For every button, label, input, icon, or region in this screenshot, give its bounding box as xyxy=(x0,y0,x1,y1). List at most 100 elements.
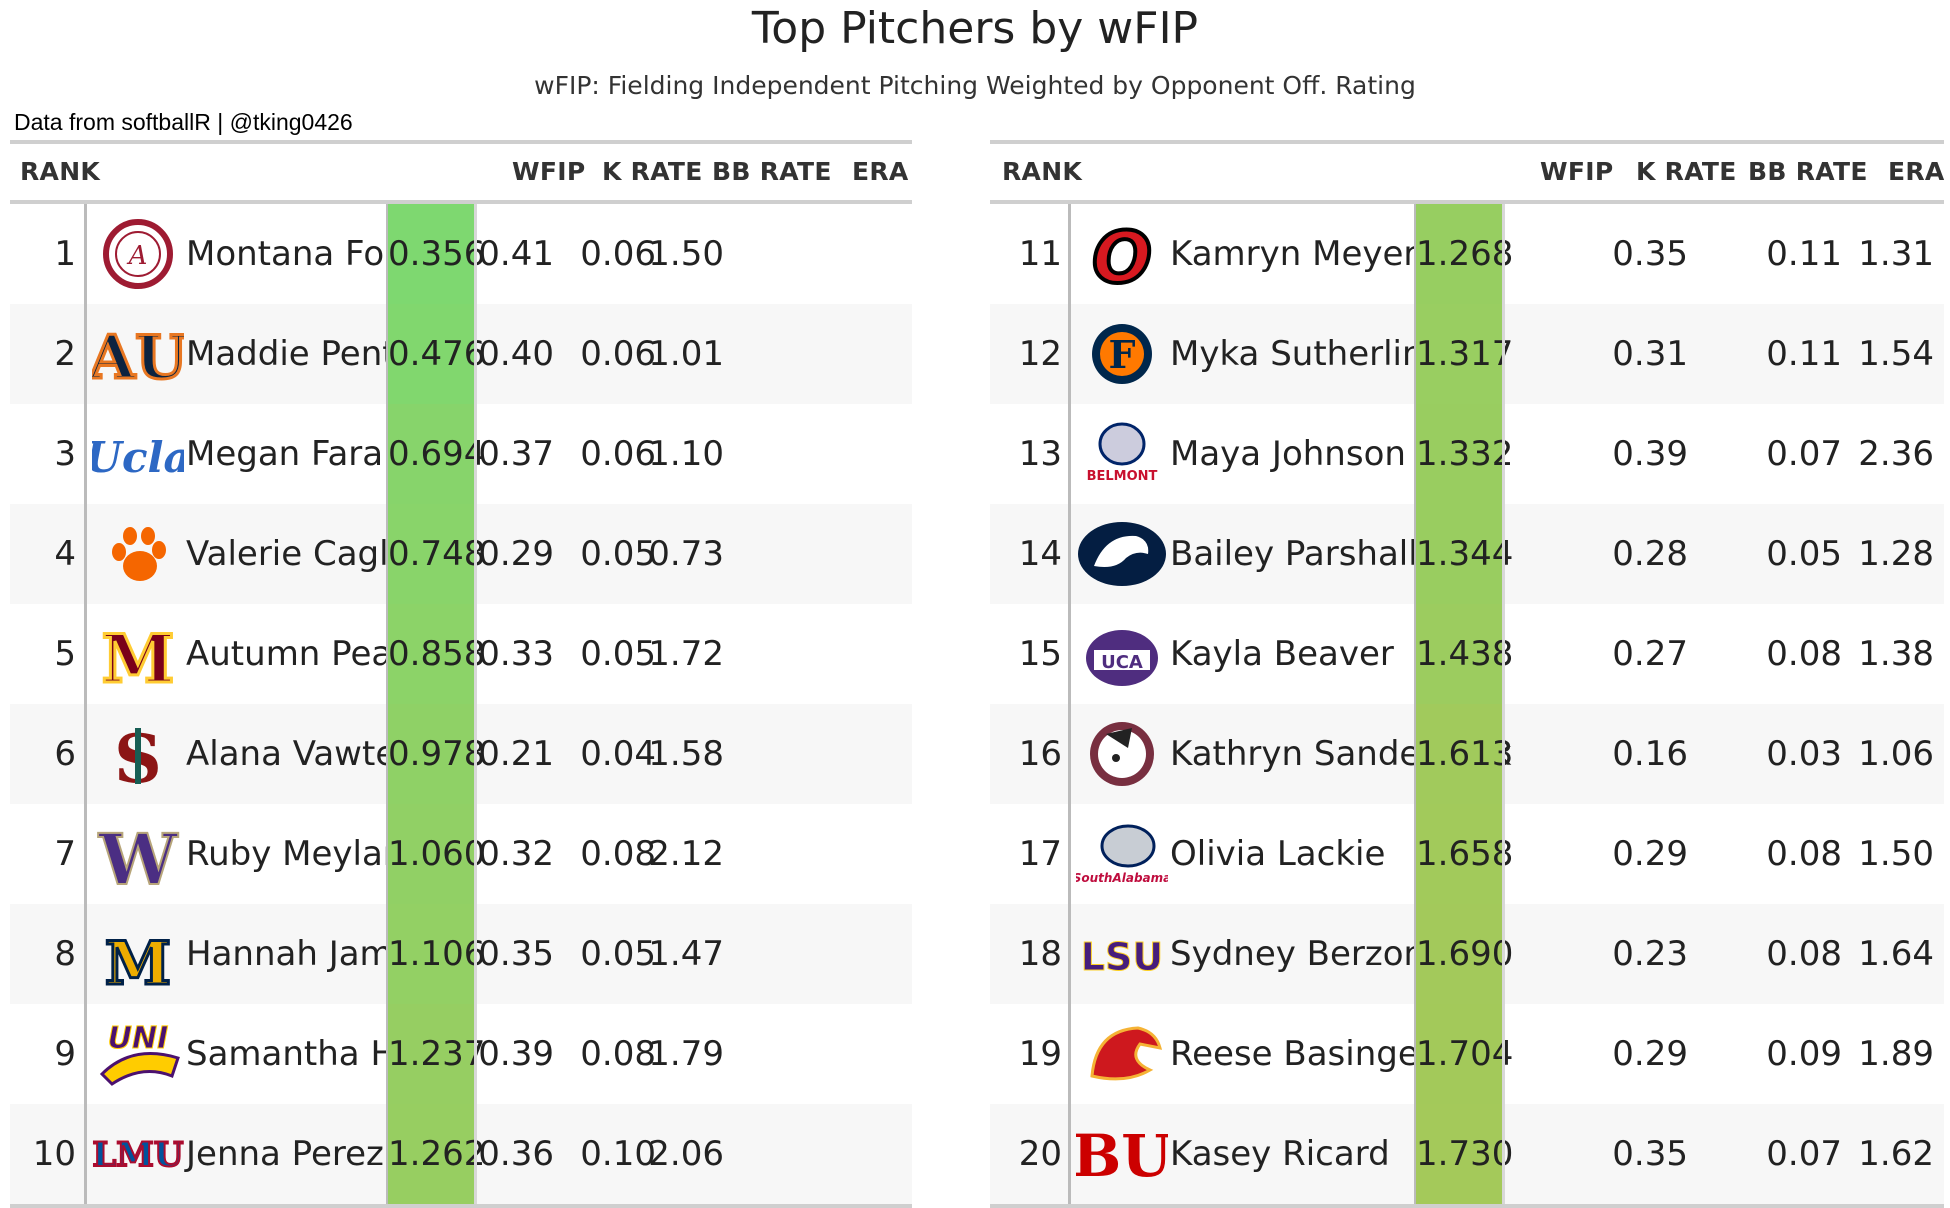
rank-cell: 15 xyxy=(1018,634,1062,674)
column-divider xyxy=(386,404,389,504)
player-name: Ruby Meylan xyxy=(186,834,405,874)
column-divider xyxy=(84,904,87,1004)
column-divider xyxy=(386,504,389,604)
player-name: Myka Sutherlin xyxy=(1170,334,1424,374)
era-cell: 1.01 xyxy=(648,334,724,374)
column-divider xyxy=(1068,304,1071,404)
column-divider xyxy=(1502,904,1505,1004)
wfip-cell: 0.748 xyxy=(388,504,485,604)
table-header: RANK WFIP K RATE BB RATE ERA xyxy=(990,144,1944,204)
bb-rate-cell: 0.07 xyxy=(1766,1134,1842,1174)
k-rate-cell: 0.35 xyxy=(1612,234,1688,274)
wfip-cell: 1.237 xyxy=(388,1004,485,1104)
wfip-cell: 0.858 xyxy=(388,604,485,704)
column-divider xyxy=(1414,404,1417,504)
table-row: 4 Valerie Cagle 0.748 0.29 0.05 0.73 xyxy=(10,504,912,604)
header-wfip: WFIP xyxy=(512,157,586,186)
bb-rate-cell: 0.08 xyxy=(580,834,656,874)
table-top-rule xyxy=(10,140,912,144)
column-divider xyxy=(474,1004,477,1104)
column-divider xyxy=(474,304,477,404)
wfip-cell: 1.704 xyxy=(1416,1004,1513,1104)
bb-rate-cell: 0.08 xyxy=(580,1034,656,1074)
boston-university-logo-icon: BU xyxy=(1076,1114,1168,1194)
rank-cell: 6 xyxy=(54,734,76,774)
era-cell: 1.28 xyxy=(1858,534,1934,574)
bb-rate-cell: 0.06 xyxy=(580,434,656,474)
bb-rate-cell: 0.08 xyxy=(1766,834,1842,874)
column-divider xyxy=(474,804,477,904)
column-divider xyxy=(1414,904,1417,1004)
column-divider xyxy=(1414,204,1417,304)
era-cell: 2.06 xyxy=(648,1134,724,1174)
rank-cell: 9 xyxy=(54,1034,76,1074)
bb-rate-cell: 0.06 xyxy=(580,334,656,374)
wfip-cell: 0.356 xyxy=(388,204,485,304)
era-cell: 1.06 xyxy=(1858,734,1934,774)
k-rate-cell: 0.31 xyxy=(1612,334,1688,374)
wfip-cell: 1.317 xyxy=(1416,304,1513,404)
svg-text:LSU: LSU xyxy=(1081,935,1163,979)
wfip-cell: 0.694 xyxy=(388,404,485,504)
wfip-cell: 1.730 xyxy=(1416,1104,1513,1204)
player-name: Jenna Perez xyxy=(186,1134,384,1174)
rank-cell: 13 xyxy=(1018,434,1062,474)
k-rate-cell: 0.32 xyxy=(478,834,554,874)
column-divider xyxy=(1414,804,1417,904)
table-row: 7 W Ruby Meylan 1.060 0.32 0.08 2.12 xyxy=(10,804,912,904)
svg-text:F: F xyxy=(1109,332,1136,377)
k-rate-cell: 0.39 xyxy=(478,1034,554,1074)
player-name: Maddie Penta xyxy=(186,334,417,374)
table-row: 9 UNI Samantha Heyer 1.237 0.39 0.08 1.79 xyxy=(10,1004,912,1104)
column-divider xyxy=(1068,704,1071,804)
column-divider xyxy=(386,1004,389,1104)
column-divider xyxy=(1068,904,1071,1004)
lsu-logo-icon: LSU xyxy=(1076,914,1168,994)
column-divider xyxy=(1068,404,1071,504)
player-name: Valerie Cagle xyxy=(186,534,410,574)
k-rate-cell: 0.28 xyxy=(1612,534,1688,574)
column-divider xyxy=(386,1104,389,1204)
table-rows-left: 1 A Montana Fouts 0.356 0.41 0.06 1.50 2 AU Maddi… xyxy=(10,204,912,1204)
rank-cell: 7 xyxy=(54,834,76,874)
wfip-cell: 1.060 xyxy=(388,804,485,904)
player-name: Maya Johnson xyxy=(1170,434,1406,474)
svg-text:M: M xyxy=(101,620,174,694)
column-divider xyxy=(1068,1104,1071,1204)
column-divider xyxy=(1502,804,1505,904)
rank-cell: 3 xyxy=(54,434,76,474)
belmont-logo-icon: BELMONT xyxy=(1076,414,1168,494)
stanford-logo-icon: S xyxy=(92,714,184,794)
wfip-cell: 1.344 xyxy=(1416,504,1513,604)
rank-cell: 18 xyxy=(1018,934,1062,974)
table-row: 11 O Kamryn Meyer 1.268 0.35 0.11 1.31 xyxy=(990,204,1944,304)
era-cell: 2.12 xyxy=(648,834,724,874)
header-era: ERA xyxy=(1888,157,1945,186)
rank-cell: 1 xyxy=(54,234,76,274)
south-alabama-logo-icon: SouthAlabama xyxy=(1076,814,1168,894)
northern-iowa-logo-icon: UNI xyxy=(92,1014,184,1094)
column-divider xyxy=(1414,504,1417,604)
rank-cell: 12 xyxy=(1018,334,1062,374)
k-rate-cell: 0.40 xyxy=(478,334,554,374)
wfip-cell: 1.690 xyxy=(1416,904,1513,1004)
column-divider xyxy=(1414,1004,1417,1104)
table-rows-right: 11 O Kamryn Meyer 1.268 0.35 0.11 1.31 12 F Myka … xyxy=(990,204,1944,1204)
player-name: Kamryn Meyer xyxy=(1170,234,1418,274)
era-cell: 1.89 xyxy=(1858,1034,1934,1074)
central-arkansas-logo-icon: UCA xyxy=(1076,614,1168,694)
wfip-cell: 1.438 xyxy=(1416,604,1513,704)
column-divider xyxy=(1502,604,1505,704)
header-k-rate: K RATE xyxy=(602,157,703,186)
table-row: 15 UCA Kayla Beaver 1.438 0.27 0.08 1.38 xyxy=(990,604,1944,704)
era-cell: 1.72 xyxy=(648,634,724,674)
player-name: Kayla Beaver xyxy=(1170,634,1394,674)
column-divider xyxy=(1502,404,1505,504)
table-row: 2 AU Maddie Penta 0.476 0.40 0.06 1.01 xyxy=(10,304,912,404)
column-divider xyxy=(386,704,389,804)
era-cell: 1.10 xyxy=(648,434,724,474)
column-divider xyxy=(474,1104,477,1204)
column-divider xyxy=(84,804,87,904)
penn-state-logo-icon xyxy=(1076,514,1168,594)
